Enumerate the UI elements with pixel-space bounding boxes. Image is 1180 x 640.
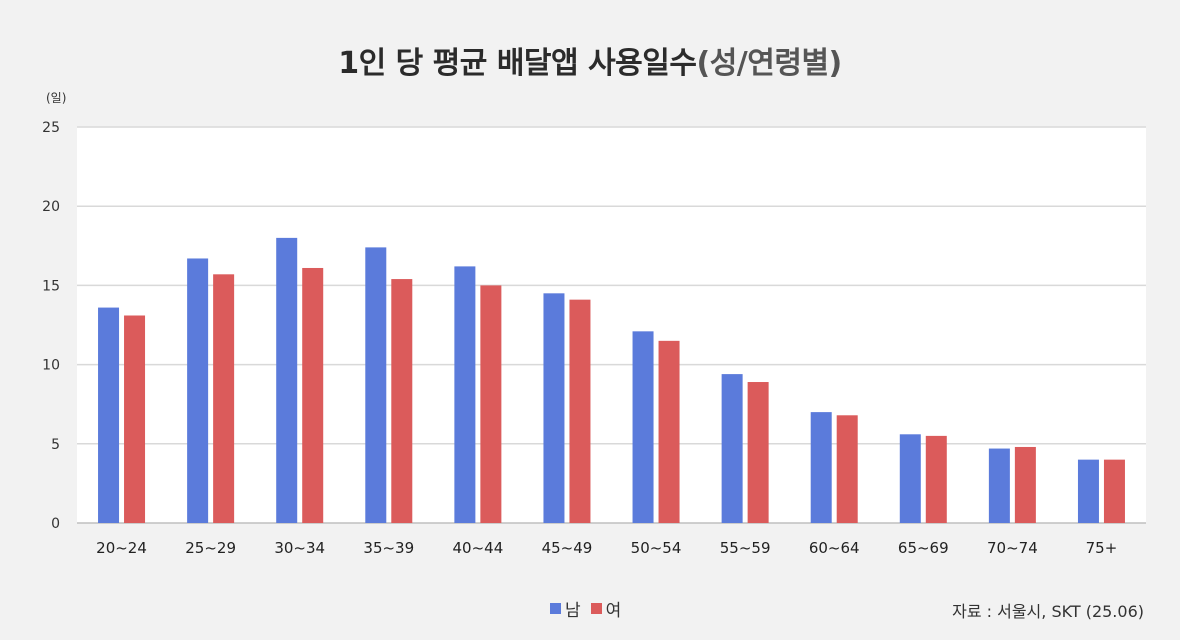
bar-male [454, 266, 476, 523]
bar-male [632, 331, 654, 523]
bar-female [213, 274, 235, 523]
bar-male [543, 293, 565, 523]
x-tick-label: 60~64 [809, 539, 860, 557]
source-note: 자료 : 서울시, SKT (25.06) [952, 602, 1144, 621]
chart-title: 1인 당 평균 배달앱 사용일수(성/연령별) [0, 38, 1180, 82]
bar-male [187, 258, 209, 523]
x-tick-label: 40~44 [453, 539, 504, 557]
x-tick-label: 50~54 [631, 539, 682, 557]
bar-male [276, 237, 298, 523]
bar-female [658, 340, 680, 523]
bar-male [899, 434, 921, 523]
y-axis-unit-label: (일) [46, 91, 66, 105]
x-tick-label: 55~59 [720, 539, 771, 557]
x-tick-label: 30~34 [274, 539, 325, 557]
y-tick-label: 20 [42, 199, 60, 215]
plot-area [77, 127, 1146, 523]
bar-female [1103, 459, 1125, 523]
bar-male [365, 247, 387, 523]
y-tick-label: 15 [42, 278, 60, 294]
x-tick-label: 70~74 [987, 539, 1038, 557]
bar-female [569, 299, 591, 523]
y-tick-label: 10 [42, 358, 60, 374]
chart-title-main: 1인 당 평균 배달앱 사용일수 [338, 46, 697, 81]
legend: 남 여 [550, 596, 621, 621]
bar-male [98, 307, 120, 523]
bar-male [1077, 459, 1099, 523]
legend-label-male: 남 [565, 601, 581, 621]
y-tick-label: 25 [42, 120, 60, 136]
bar-male [721, 374, 743, 523]
x-tick-label: 35~39 [363, 539, 414, 557]
legend-label-female: 여 [605, 601, 622, 621]
bar-female [124, 315, 146, 523]
y-tick-label: 5 [51, 437, 60, 453]
legend-swatch-female [590, 603, 602, 614]
bar-female [480, 285, 502, 523]
x-tick-label: 20~24 [96, 539, 147, 557]
x-tick-label: 25~29 [185, 539, 236, 557]
bar-female [391, 279, 413, 523]
x-tick-label: 65~69 [898, 539, 949, 557]
bar-female [1014, 446, 1036, 523]
bar-female [836, 415, 858, 523]
bar-female [747, 382, 769, 523]
bar-female [302, 267, 324, 523]
bar-male [810, 412, 832, 523]
x-tick-label: 45~49 [542, 539, 593, 557]
bar-female [925, 435, 947, 523]
bar-male [988, 448, 1010, 523]
chart-title-sub: (성/연령별) [696, 46, 842, 81]
y-tick-label: 0 [51, 516, 60, 532]
legend-item-female: 여 [590, 596, 622, 621]
x-tick-label: 75+ [1086, 539, 1118, 557]
legend-swatch-male [550, 603, 561, 614]
legend-item-male: 남 [550, 596, 581, 621]
